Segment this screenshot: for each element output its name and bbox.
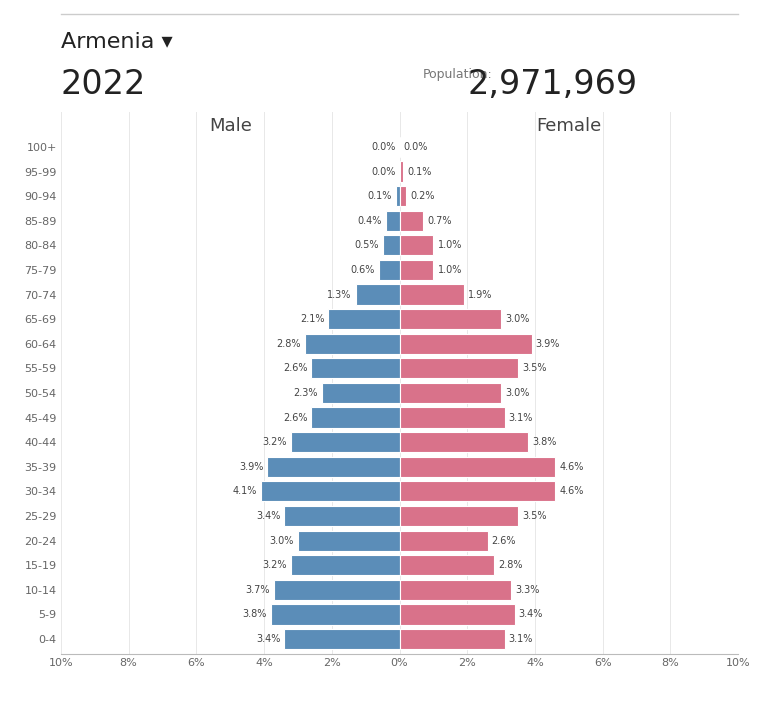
Bar <box>311 359 400 378</box>
Bar <box>291 555 400 575</box>
Bar <box>396 186 400 206</box>
Text: 1.0%: 1.0% <box>438 265 462 275</box>
Text: 3.4%: 3.4% <box>256 511 280 521</box>
Bar <box>400 457 556 477</box>
Bar <box>400 531 488 550</box>
Text: 0.1%: 0.1% <box>368 191 392 201</box>
Bar <box>400 162 403 181</box>
Bar <box>400 383 501 403</box>
Bar <box>400 309 501 329</box>
Text: Male: Male <box>209 117 252 135</box>
Text: 0.4%: 0.4% <box>358 216 382 226</box>
Bar <box>400 555 495 575</box>
Text: 2.8%: 2.8% <box>498 560 523 570</box>
Text: 3.1%: 3.1% <box>508 634 533 644</box>
Text: 3.9%: 3.9% <box>536 339 560 349</box>
Bar <box>329 309 400 329</box>
Text: 1.9%: 1.9% <box>468 290 492 299</box>
Bar <box>322 383 400 403</box>
Text: 2.8%: 2.8% <box>276 339 301 349</box>
Text: 4.1%: 4.1% <box>232 486 256 496</box>
Text: 3.2%: 3.2% <box>263 437 287 447</box>
Text: 3.0%: 3.0% <box>269 536 294 546</box>
Bar <box>400 580 511 600</box>
Text: 3.2%: 3.2% <box>263 560 287 570</box>
Text: 0.1%: 0.1% <box>407 167 431 176</box>
Text: Female: Female <box>537 117 601 135</box>
Text: 0.2%: 0.2% <box>410 191 435 201</box>
Text: 3.3%: 3.3% <box>515 585 540 595</box>
Text: 3.8%: 3.8% <box>532 437 556 447</box>
Bar <box>291 432 400 452</box>
Bar <box>304 334 400 354</box>
Bar <box>271 605 400 624</box>
Text: 1.0%: 1.0% <box>438 240 462 250</box>
Bar <box>400 334 532 354</box>
Text: 2022: 2022 <box>61 68 146 101</box>
Bar <box>400 506 518 526</box>
Bar <box>400 359 518 378</box>
Text: 3.0%: 3.0% <box>505 314 530 324</box>
Bar <box>400 629 505 649</box>
Text: 2.1%: 2.1% <box>300 314 324 324</box>
Text: 3.4%: 3.4% <box>519 610 543 619</box>
Text: 2.6%: 2.6% <box>283 413 307 423</box>
Bar <box>267 457 400 477</box>
Text: 0.6%: 0.6% <box>351 265 375 275</box>
Text: 3.9%: 3.9% <box>239 462 263 472</box>
Bar <box>400 605 514 624</box>
Text: 3.7%: 3.7% <box>246 585 270 595</box>
Bar <box>400 186 406 206</box>
Text: 1.3%: 1.3% <box>327 290 352 299</box>
Bar <box>400 211 423 231</box>
Text: 0.0%: 0.0% <box>371 142 396 152</box>
Bar <box>400 408 505 427</box>
Text: 0.0%: 0.0% <box>403 142 428 152</box>
Bar <box>386 211 400 231</box>
Bar <box>379 260 400 280</box>
Bar <box>400 482 556 501</box>
Text: 0.0%: 0.0% <box>371 167 396 176</box>
Bar <box>285 629 400 649</box>
Text: 2.6%: 2.6% <box>492 536 516 546</box>
Bar <box>261 482 400 501</box>
Text: 2,971,969: 2,971,969 <box>467 68 638 101</box>
Text: 4.6%: 4.6% <box>559 462 584 472</box>
Text: Armenia ▾: Armenia ▾ <box>61 32 173 52</box>
Text: 3.1%: 3.1% <box>508 413 533 423</box>
Text: 0.5%: 0.5% <box>354 240 378 250</box>
Bar <box>400 260 434 280</box>
Text: Population:: Population: <box>423 68 493 81</box>
Text: 3.0%: 3.0% <box>505 388 530 398</box>
Bar <box>311 408 400 427</box>
Bar <box>400 236 434 255</box>
Bar <box>383 236 400 255</box>
Text: 2.6%: 2.6% <box>283 363 307 373</box>
Bar <box>274 580 400 600</box>
Bar <box>400 285 464 304</box>
Bar <box>285 506 400 526</box>
Text: 4.6%: 4.6% <box>559 486 584 496</box>
Text: 2.3%: 2.3% <box>293 388 317 398</box>
Bar <box>355 285 400 304</box>
Bar <box>400 432 528 452</box>
Bar <box>298 531 400 550</box>
Text: 0.7%: 0.7% <box>427 216 452 226</box>
Text: 3.5%: 3.5% <box>522 511 546 521</box>
Text: 3.5%: 3.5% <box>522 363 546 373</box>
Text: 3.8%: 3.8% <box>243 610 267 619</box>
Text: 3.4%: 3.4% <box>256 634 280 644</box>
